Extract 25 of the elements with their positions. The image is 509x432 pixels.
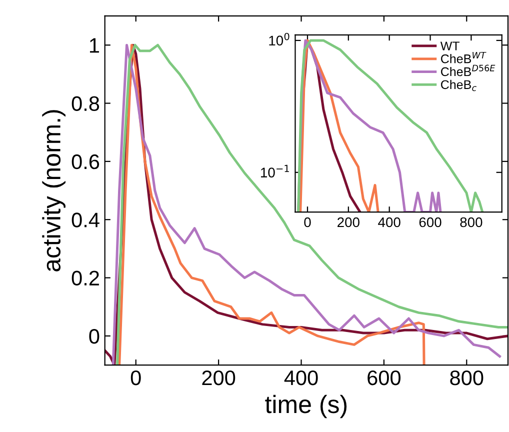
- x-tick-label: 800: [460, 217, 482, 228]
- x-tick-label: 0: [130, 370, 141, 386]
- x-tick-label: 200: [338, 217, 360, 228]
- x-tick-label: 0: [304, 217, 311, 228]
- x-tick-label: 800: [450, 370, 484, 386]
- y-tick-label: 0.2: [72, 270, 99, 286]
- x-tick-label: 400: [378, 217, 400, 228]
- y-tick-label: 0.8: [72, 96, 100, 111]
- y-tick-label: 0.6: [72, 154, 100, 170]
- x-tick-label: 400: [284, 370, 318, 386]
- y-tick-label: 1: [90, 38, 99, 53]
- legend-label: WT: [440, 42, 460, 50]
- y-tick-label: 0: [89, 328, 100, 344]
- legend-label: CheB$^{D56E}$: [441, 64, 496, 76]
- y-tick-label: 10$^{0}$: [269, 32, 290, 46]
- y-tick-label: 10$^{−1}$: [261, 164, 289, 178]
- x-axis-title: time (s): [265, 394, 347, 418]
- legend-label: CheB$_{c}$: [441, 80, 476, 92]
- y-axis-title: activity (norm.): [42, 110, 66, 272]
- x-tick-label: 200: [202, 370, 236, 386]
- x-tick-label: 600: [368, 370, 401, 386]
- legend-label: CheB$^{WT}$: [441, 52, 486, 64]
- y-tick-label: 0.4: [72, 212, 100, 228]
- x-tick-label: 600: [419, 217, 442, 228]
- line-series: [299, 39, 380, 212]
